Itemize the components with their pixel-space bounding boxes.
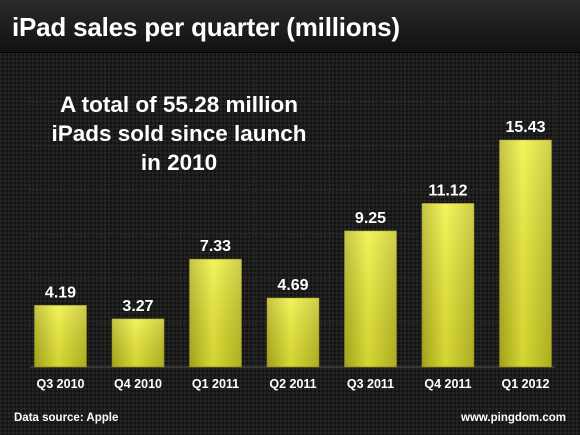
annotation-line: A total of 55.28 million	[60, 92, 298, 117]
bar-shading	[34, 305, 87, 367]
title-bar: iPad sales per quarter (millions)	[0, 0, 580, 53]
value-labels: 4.19 3.27 7.33 4.69 9.25 11.12 15.43	[45, 119, 546, 315]
bars	[34, 139, 552, 368]
bar-shading	[499, 140, 552, 367]
x-tick-label: Q3 2010	[37, 377, 85, 391]
bar-shading	[267, 298, 319, 367]
chart-title: iPad sales per quarter (millions)	[12, 12, 400, 42]
website-label: www.pingdom.com	[461, 412, 566, 424]
value-label: 7.33	[200, 238, 231, 255]
annotation-line: iPads sold since launch	[51, 121, 306, 146]
bar-shading	[344, 230, 397, 367]
value-label: 9.25	[355, 210, 386, 227]
x-tick-label: Q2 2011	[269, 377, 316, 391]
value-label: 11.12	[428, 182, 467, 199]
x-tick-label: Q4 2011	[424, 377, 471, 391]
value-label: 4.69	[277, 277, 308, 294]
value-label: 3.27	[122, 298, 153, 315]
data-source-label: Data source: Apple	[14, 412, 119, 424]
x-tick-labels: Q3 2010 Q4 2010 Q1 2011 Q2 2011 Q3 2011 Q4 20…	[37, 377, 550, 391]
x-tick-label: Q3 2011	[347, 377, 394, 391]
bar-shading	[189, 259, 242, 367]
x-tick-label: Q1 2011	[192, 377, 239, 391]
x-tick-label: Q1 2012	[502, 377, 550, 391]
annotation-text: A total of 55.28 million iPads sold since…	[51, 92, 306, 175]
value-label: 4.19	[45, 284, 76, 301]
value-label: 15.43	[505, 119, 545, 136]
annotation-line: in 2010	[141, 150, 217, 175]
x-tick-label: Q4 2010	[114, 377, 162, 391]
bar-shading	[112, 318, 164, 367]
bar-shading	[422, 203, 474, 367]
